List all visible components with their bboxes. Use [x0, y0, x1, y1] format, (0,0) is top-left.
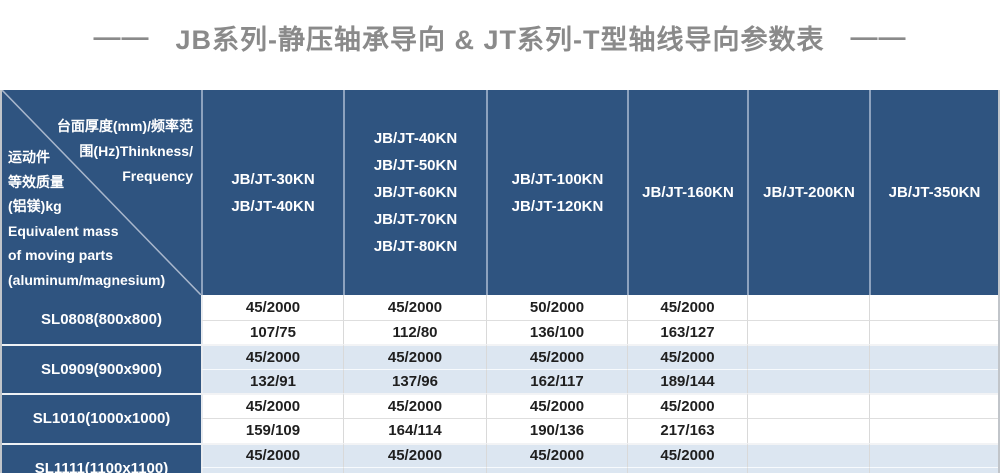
title-dash-left: ——	[93, 22, 150, 52]
data-cell-equivalent_mass: 112/80	[343, 319, 486, 345]
row-label: SL1010(1000x1000)	[2, 393, 201, 443]
data-cell-thickness_frequency: 45/2000	[627, 442, 747, 468]
data-cell-thickness_frequency	[869, 442, 998, 468]
data-cell-thickness_frequency: 45/2000	[201, 442, 343, 468]
corner-bottom-left-text: 运动件 等效质量 (铝镁)kg Equivalent mass of movin…	[8, 149, 166, 288]
data-cell-thickness_frequency: 45/2000	[627, 344, 747, 369]
data-cell-equivalent_mass: 190/136	[486, 417, 627, 443]
data-cell-thickness_frequency: 45/2000	[343, 295, 486, 320]
data-cell-thickness_frequency	[869, 393, 998, 418]
parameter-table: 台面厚度(mm)/频率范 围(Hz)Thinkness/ Frequency 运…	[0, 90, 1000, 473]
data-cell-thickness_frequency: 45/2000	[201, 295, 343, 320]
corner-top-right-text: 台面厚度(mm)/频率范 围(Hz)Thinkness/ Frequency	[56, 118, 193, 184]
data-cell-thickness_frequency	[869, 295, 998, 320]
data-cell-thickness_frequency: 45/2000	[627, 393, 747, 418]
data-cell-equivalent_mass: 136/100	[486, 319, 627, 345]
row-label: SL0909(900x900)	[2, 344, 201, 394]
title-dash-right: ——	[850, 22, 907, 52]
data-cell-equivalent_mass: 163/127	[627, 319, 747, 345]
data-cell-thickness_frequency: 45/2000	[486, 393, 627, 418]
data-cell-equivalent_mass	[747, 417, 869, 443]
data-cell-equivalent_mass: 137/96	[343, 368, 486, 394]
data-cell-equivalent_mass	[747, 368, 869, 394]
data-cell-equivalent_mass: 189/144	[627, 368, 747, 394]
data-cell-equivalent_mass: 159/109	[201, 417, 343, 443]
data-cell-equivalent_mass	[747, 319, 869, 345]
data-cell-equivalent_mass: 164/114	[343, 417, 486, 443]
data-cell-equivalent_mass: 217/163	[627, 417, 747, 443]
page-title: JB系列-静压轴承导向 & JT系列-T型轴线导向参数表	[175, 25, 825, 55]
data-cell-thickness_frequency: 45/2000	[343, 442, 486, 468]
data-cell-equivalent_mass	[747, 467, 869, 473]
data-cell-thickness_frequency	[747, 344, 869, 369]
column-header-40-80kn: JB/JT-40KN JB/JT-50KN JB/JT-60KN JB/JT-7…	[343, 90, 486, 295]
data-cell-thickness_frequency: 45/2000	[201, 344, 343, 369]
column-header-100-120kn: JB/JT-100KN JB/JT-120KN	[486, 90, 627, 295]
data-cell-thickness_frequency: 50/2000	[486, 295, 627, 320]
data-cell-equivalent_mass: 107/75	[201, 319, 343, 345]
data-cell-equivalent_mass	[343, 467, 486, 473]
data-cell-equivalent_mass	[486, 467, 627, 473]
data-cell-equivalent_mass: 132/91	[201, 368, 343, 394]
data-cell-thickness_frequency	[869, 344, 998, 369]
column-header-350kn: JB/JT-350KN	[869, 90, 998, 295]
corner-cell: 台面厚度(mm)/频率范 围(Hz)Thinkness/ Frequency 运…	[2, 90, 201, 295]
data-cell-equivalent_mass: 162/117	[486, 368, 627, 394]
data-cell-equivalent_mass	[869, 467, 998, 473]
data-cell-thickness_frequency: 45/2000	[627, 295, 747, 320]
row-label: SL0808(800x800)	[2, 295, 201, 345]
data-cell-thickness_frequency: 45/2000	[486, 344, 627, 369]
data-cell-thickness_frequency	[747, 393, 869, 418]
data-cell-thickness_frequency: 45/2000	[343, 344, 486, 369]
data-cell-thickness_frequency: 45/2000	[343, 393, 486, 418]
column-header-200kn: JB/JT-200KN	[747, 90, 869, 295]
data-cell-thickness_frequency	[747, 295, 869, 320]
data-cell-equivalent_mass	[869, 368, 998, 394]
column-header-160kn: JB/JT-160KN	[627, 90, 747, 295]
data-cell-equivalent_mass	[869, 417, 998, 443]
corner-diagonal-line	[2, 90, 201, 295]
row-label: SL1111(1100x1100)	[2, 442, 201, 473]
data-cell-thickness_frequency	[747, 442, 869, 468]
data-cell-thickness_frequency: 45/2000	[201, 393, 343, 418]
data-cell-equivalent_mass	[627, 467, 747, 473]
page-title-row: —— JB系列-静压轴承导向 & JT系列-T型轴线导向参数表 ——	[0, 18, 1000, 57]
data-cell-equivalent_mass	[869, 319, 998, 345]
data-cell-equivalent_mass	[201, 467, 343, 473]
data-cell-thickness_frequency: 45/2000	[486, 442, 627, 468]
column-header-30-40kn: JB/JT-30KN JB/JT-40KN	[201, 90, 343, 295]
